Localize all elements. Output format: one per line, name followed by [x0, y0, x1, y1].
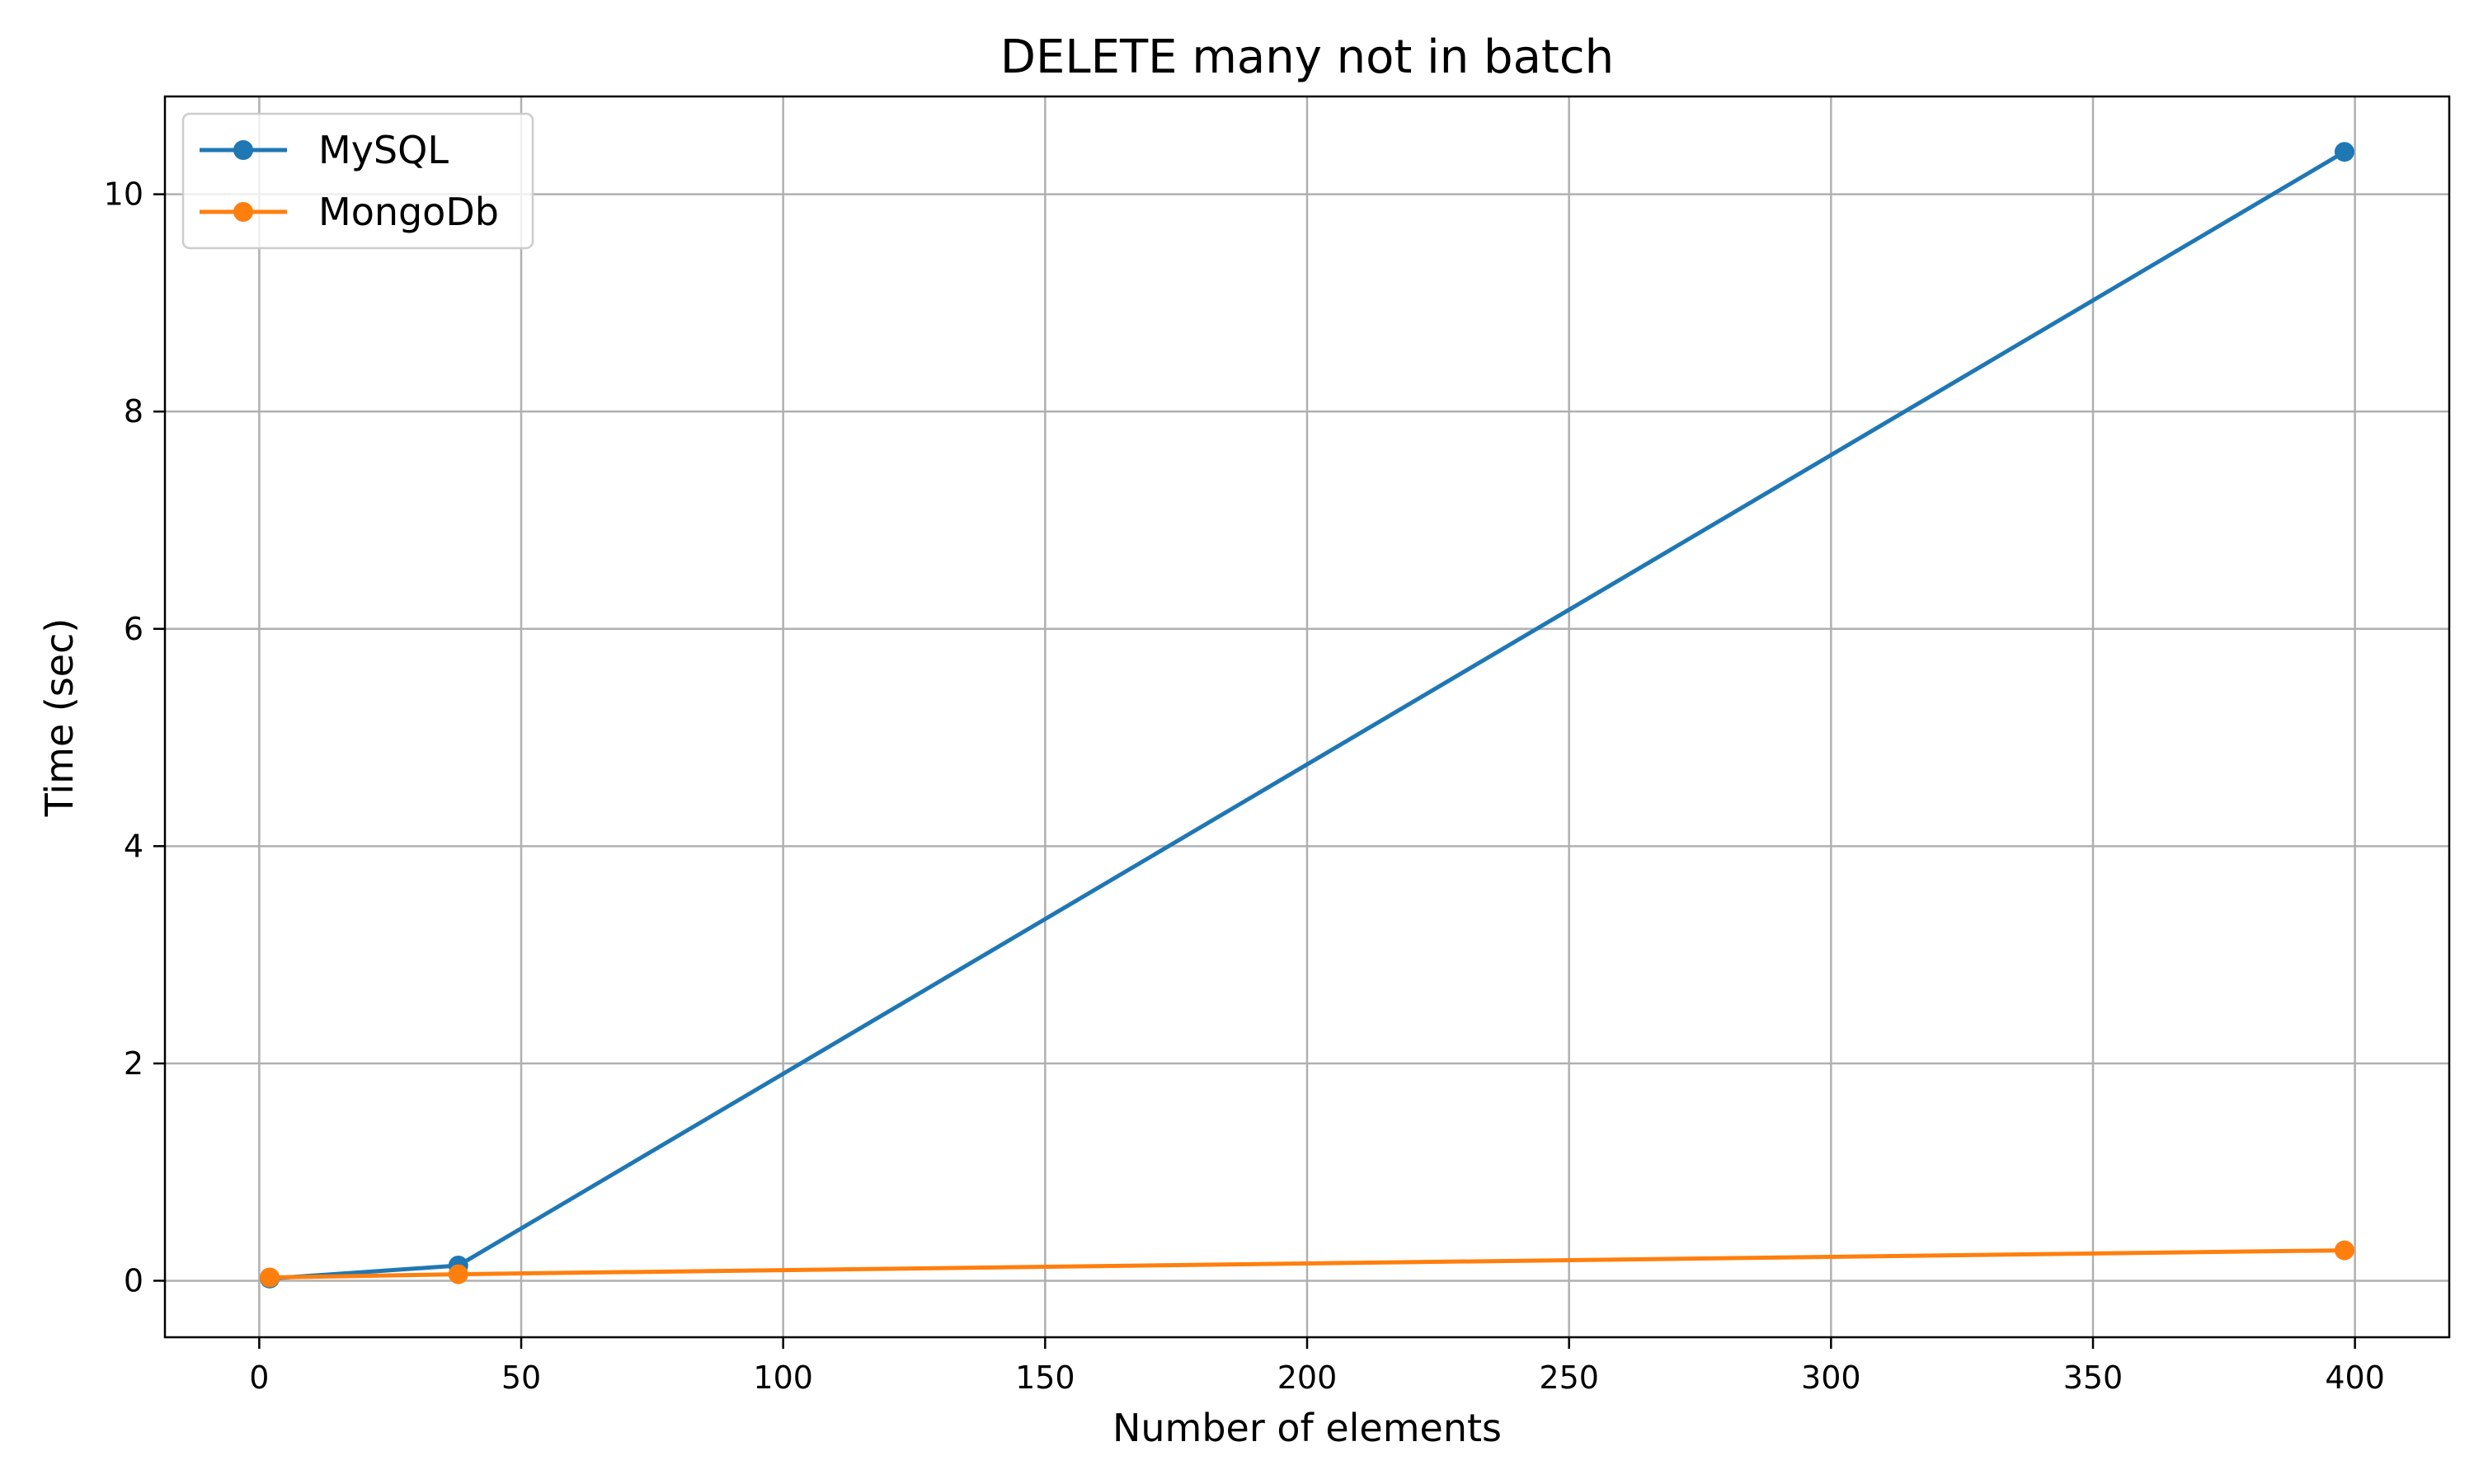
- x-tick-label: 0: [249, 1360, 269, 1396]
- x-axis-label: Number of elements: [1112, 1406, 1502, 1450]
- x-tick-label: 150: [1015, 1360, 1075, 1396]
- grid-lines: [165, 96, 2449, 1337]
- x-tick-label: 350: [2063, 1360, 2124, 1396]
- y-tick-label: 0: [124, 1262, 143, 1298]
- x-tick-label: 300: [1801, 1360, 1861, 1396]
- x-tick-label: 50: [501, 1360, 541, 1396]
- data-point: [260, 1267, 280, 1288]
- y-tick-label: 4: [124, 828, 143, 864]
- chart-title: DELETE many not in batch: [1000, 31, 1614, 84]
- legend: MySQL MongoDb: [181, 112, 534, 250]
- plot-frame: [163, 95, 2451, 1339]
- legend-marker: [233, 202, 253, 222]
- legend-label: MySQL: [318, 128, 449, 172]
- legend-label: MongoDb: [318, 190, 499, 234]
- legend-item: MySQL: [200, 128, 449, 172]
- series-mongodb: [260, 1240, 2354, 1288]
- y-tick-label: 2: [124, 1045, 143, 1082]
- y-tick-label: 8: [124, 393, 143, 430]
- legend-item: MongoDb: [200, 190, 499, 234]
- x-axis-ticks: 0 50 100 150 200 250 300 350 400: [249, 1337, 2385, 1396]
- legend-marker: [233, 140, 253, 160]
- y-tick-label: 10: [104, 176, 143, 213]
- x-tick-label: 200: [1277, 1360, 1338, 1396]
- x-tick-label: 400: [2325, 1360, 2385, 1396]
- y-tick-label: 6: [124, 611, 143, 647]
- legend-box: [181, 112, 534, 250]
- data-point: [2334, 142, 2354, 162]
- x-tick-label: 100: [753, 1360, 813, 1396]
- data-point: [2334, 1240, 2354, 1261]
- y-axis-ticks: 0 2 4 6 8 10: [104, 176, 165, 1298]
- x-tick-label: 250: [1539, 1360, 1599, 1396]
- y-axis-label: Time (sec): [37, 618, 82, 818]
- series-layer: [260, 142, 2354, 1289]
- data-point: [448, 1264, 468, 1284]
